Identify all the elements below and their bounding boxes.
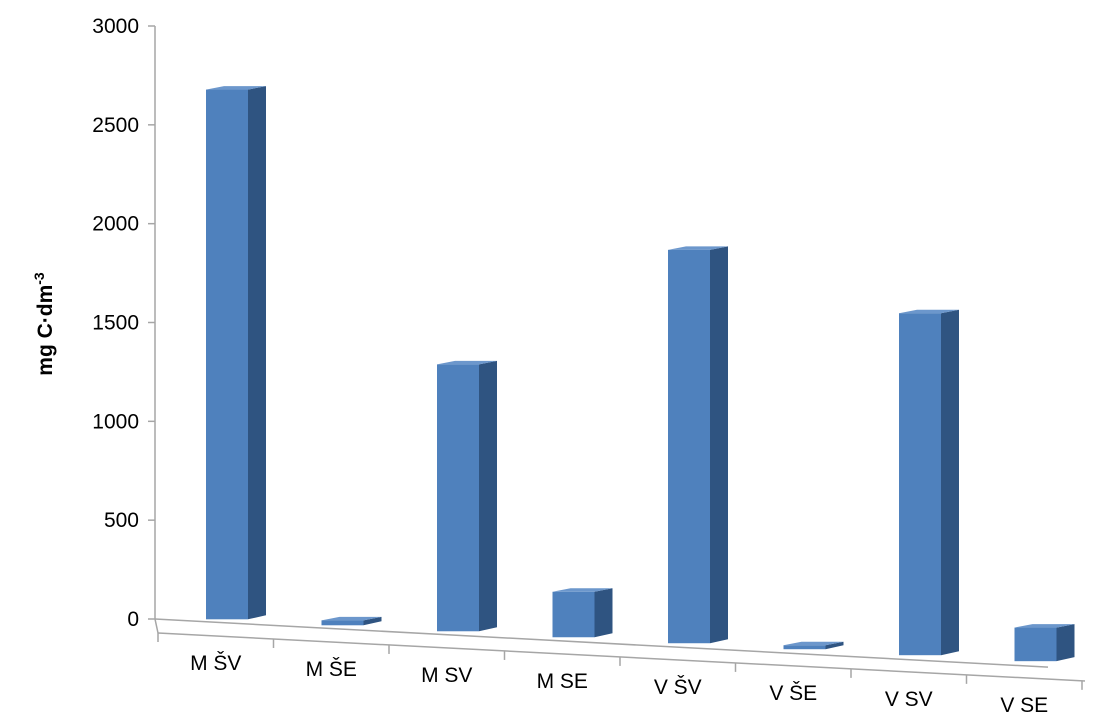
bar-top	[437, 360, 497, 365]
x-tick-label: V ŠV	[654, 676, 702, 699]
y-axis-label: mg C·dm-3	[31, 272, 57, 376]
bars-layer	[206, 86, 1075, 662]
bar-side	[594, 588, 613, 638]
x-tick-label: M ŠE	[306, 658, 357, 681]
bar-side	[479, 360, 497, 632]
bar-top	[552, 588, 613, 592]
bar-front	[783, 645, 826, 650]
bar-top	[206, 86, 266, 90]
bar-top	[899, 309, 959, 314]
x-tick-label: M SV	[421, 664, 472, 687]
bar-front	[668, 249, 710, 644]
bar-side	[363, 616, 382, 626]
y-axis-label-superscript: -3	[31, 272, 47, 285]
bar	[783, 641, 844, 650]
x-axis-labels: M ŠV M ŠE M SV M SE V ŠV V ŠE V SV V SE	[157, 633, 1083, 715]
bar-front	[321, 620, 364, 626]
bar	[899, 309, 959, 656]
bar-top	[783, 641, 844, 646]
bar	[206, 86, 266, 620]
y-tick-label: 1500	[92, 312, 139, 335]
y-tick-label: 2500	[92, 114, 139, 137]
x-tick-label: V SE	[1000, 694, 1048, 715]
bar	[437, 360, 497, 632]
y-axis-ticks: 0 500 1000 1500 2000 2500 3000	[92, 15, 155, 631]
bar	[552, 588, 613, 638]
bar-side	[941, 309, 959, 656]
y-tick-label: 3000	[92, 15, 139, 38]
bar-front	[552, 591, 595, 638]
bar-top	[668, 246, 728, 250]
bar-front	[899, 313, 941, 656]
bar	[668, 246, 728, 644]
bar-top	[321, 616, 382, 621]
y-tick-label: 0	[127, 608, 139, 631]
bar-front	[437, 364, 479, 632]
bar	[321, 616, 382, 626]
bar-side	[1056, 624, 1075, 662]
bar-side	[248, 86, 266, 620]
y-tick-label: 1000	[92, 410, 139, 433]
x-tick-label: V ŠE	[769, 682, 817, 705]
y-axis-label-text: mg C·dm	[34, 285, 57, 376]
y-tick-label: 500	[104, 509, 139, 532]
bar-front	[1014, 627, 1057, 662]
bar-front	[206, 89, 248, 620]
bar-side	[825, 641, 844, 650]
y-tick-label: 2000	[92, 213, 139, 236]
x-axis-line	[157, 632, 1086, 682]
bar	[1014, 624, 1075, 662]
floor-back-edge	[154, 618, 1049, 668]
x-tick-label: M ŠV	[190, 652, 241, 675]
bar-side	[710, 246, 728, 644]
x-tick-label: V SV	[885, 688, 933, 711]
x-tick-label: M SE	[537, 670, 588, 693]
floor-left-edge	[154, 618, 159, 634]
bar-top	[1014, 624, 1075, 628]
